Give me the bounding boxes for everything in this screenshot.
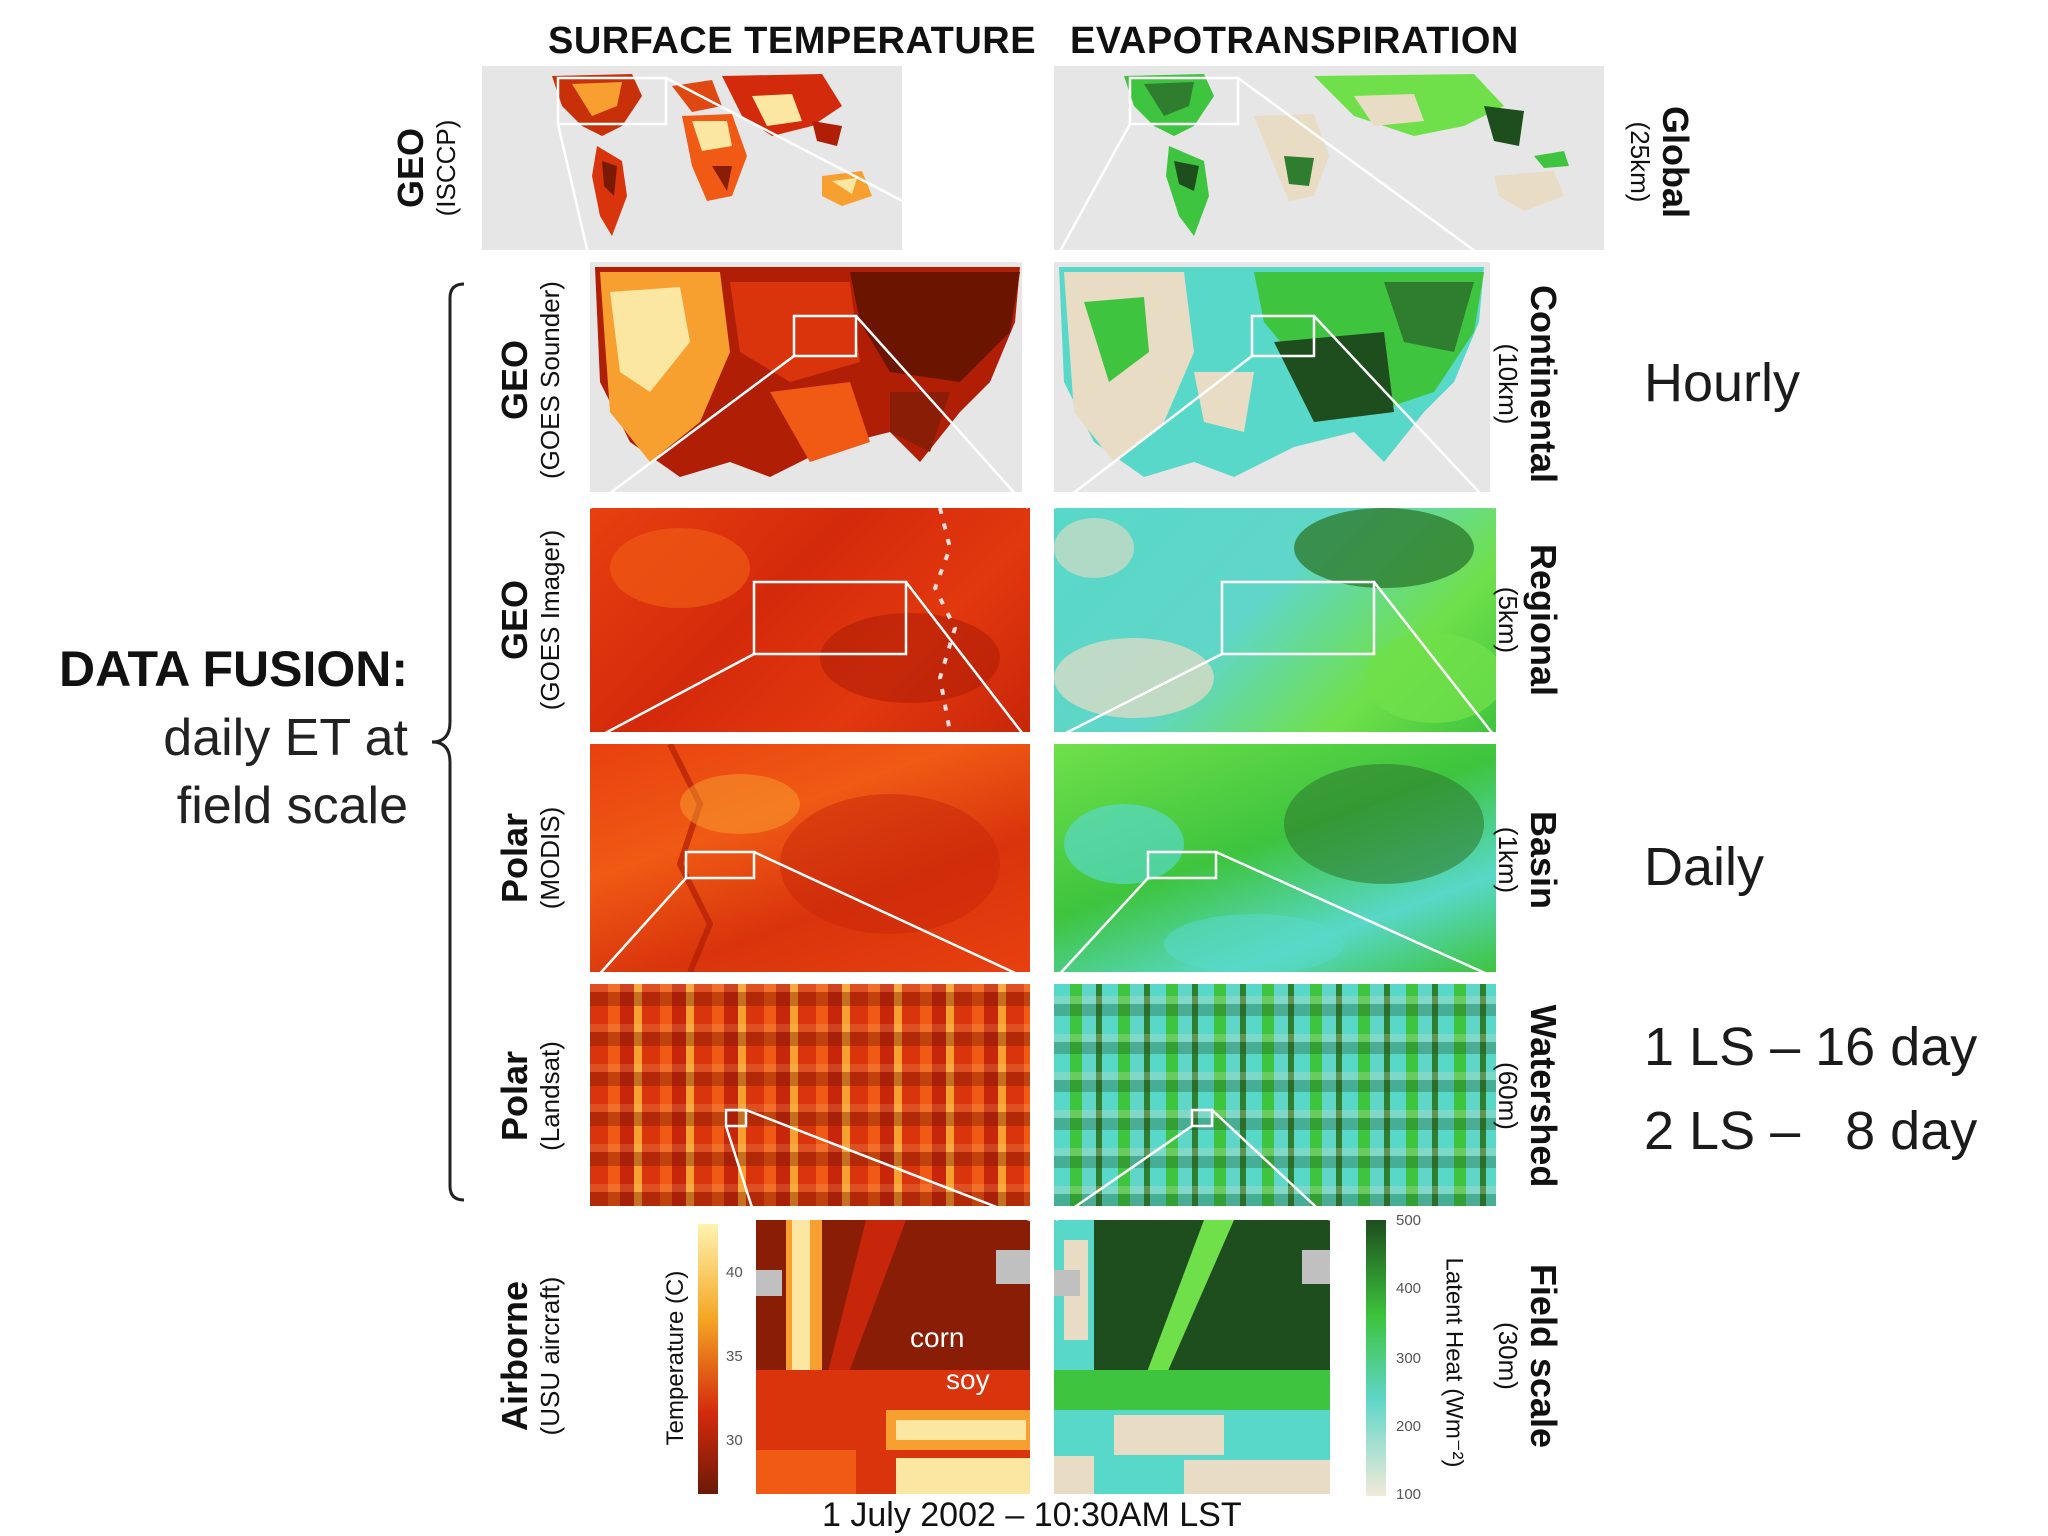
row-label-continental-scale: Continental (10km) [1493,285,1564,483]
data-fusion-bracket [431,282,465,1202]
continental-temperature-map [590,262,1022,492]
regional-et-map [1054,508,1496,732]
latent-heat-tick: 100 [1396,1486,1422,1503]
temperature-colorbar-label: Temperature (C) [662,1270,689,1446]
row-label-watershed-platform: Polar (Landsat) [494,1041,565,1151]
watershed-et-map [1054,984,1496,1206]
temperature-tick: 35 [726,1348,743,1365]
data-fusion-line2: field scale [176,777,408,835]
row-label-regional-scale: Regional (5km) [1493,543,1564,696]
temperature-colorbar [698,1224,718,1494]
row-label-basin-platform: Polar (MODIS) [494,806,565,910]
surface-temperature-header: SURFACE TEMPERATURE [548,20,1037,62]
row-label-global-platform: GEO (ISCCP) [390,119,461,217]
latent-heat-tick: 500 [1396,1212,1422,1229]
basin-temperature-map [590,744,1030,972]
temperature-tick: 30 [726,1432,743,1449]
row-label-field-scale: Field scale (30m) [1493,1263,1564,1449]
evapotranspiration-header: EVAPOTRANSPIRATION [1070,20,1519,62]
field-et-map [1054,1220,1330,1494]
frequency-daily: Daily [1644,837,1765,897]
temperature-tick: 40 [726,1264,743,1281]
footer-date: 1 July 2002 – 10:30AM LST [822,1496,1242,1534]
row-label-basin-scale: Basin (1km) [1493,810,1564,910]
data-fusion-line1: daily ET at [163,709,408,767]
basin-et-map [1054,744,1496,972]
frequency-two-landsat: 2 LS – 8 day [1644,1101,1978,1161]
global-temperature-map [482,66,902,250]
latent-heat-colorbar-label: Latent Heat (Wm⁻²) [1440,1257,1468,1468]
latent-heat-tick: 200 [1396,1418,1422,1435]
soy-label: soy [946,1364,990,1395]
latent-heat-tick: 400 [1396,1280,1422,1297]
latent-heat-colorbar [1366,1220,1386,1496]
row-label-watershed-scale: Watershed (60m) [1493,1004,1564,1188]
continental-et-map [1054,262,1490,492]
row-label-field-platform: Airborne (USU aircraft) [494,1276,565,1436]
row-label-continental-platform: GEO (GOES Sounder) [494,281,565,479]
data-fusion-title: DATA FUSION: [58,641,408,697]
frequency-hourly: Hourly [1644,353,1801,413]
row-label-global-scale: Global (25km) [1625,105,1696,218]
frequency-one-landsat: 1 LS – 16 day [1644,1017,1978,1077]
global-et-map [1054,66,1604,250]
field-temperature-map [756,1220,1030,1494]
corn-label: corn [910,1322,965,1353]
row-label-regional-platform: GEO (GOES Imager) [494,529,565,711]
regional-temperature-map [590,508,1030,732]
watershed-temperature-map [590,984,1030,1206]
latent-heat-tick: 300 [1396,1350,1422,1367]
